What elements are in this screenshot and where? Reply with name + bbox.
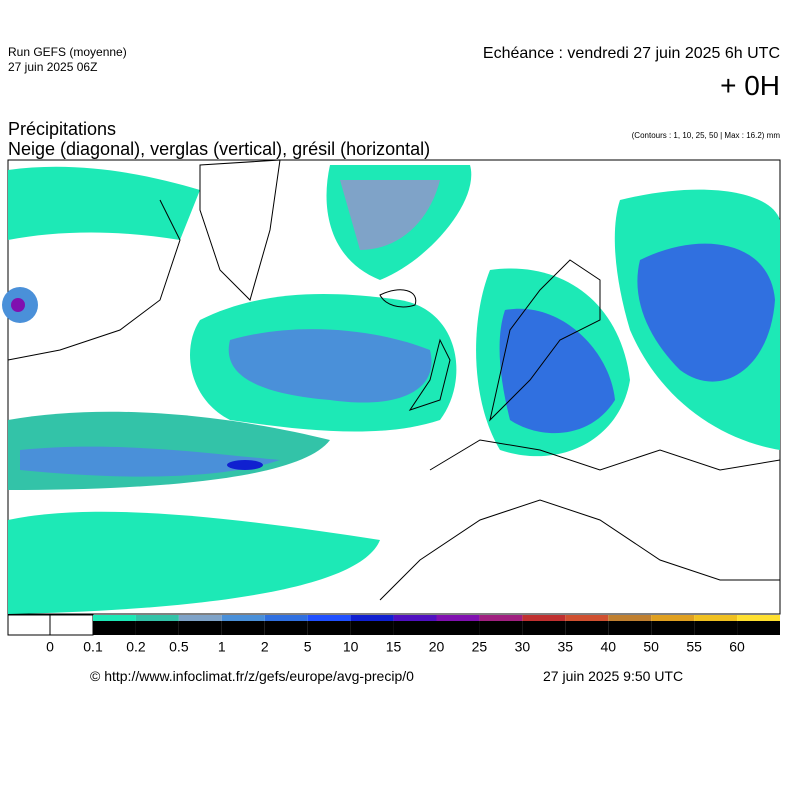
colorbar-swatch	[565, 615, 609, 621]
colorbar-swatch	[651, 615, 695, 621]
coastline	[429, 439, 781, 471]
coastlines	[7, 159, 781, 601]
precip-area	[499, 308, 615, 434]
colorbar-swatch	[350, 615, 394, 621]
colorbar-swatch	[522, 615, 566, 621]
colorbar-base	[93, 621, 136, 635]
timestamp: 27 juin 2025 9:50 UTC	[543, 668, 684, 684]
contours-note: (Contours : 1, 10, 25, 50 | Max : 16.2) …	[631, 131, 780, 140]
colorbar-label: 0.5	[169, 639, 189, 655]
colorbar-label: 15	[386, 639, 402, 655]
colorbar-label: 5	[304, 639, 312, 655]
colorbar-base	[565, 621, 609, 635]
colorbar-label: 1	[218, 639, 226, 655]
colorbar-base	[651, 621, 695, 635]
subtitle: Neige (diagonal), verglas (vertical), gr…	[8, 139, 431, 159]
colorbar-base	[737, 621, 780, 635]
coastline	[489, 259, 601, 422]
colorbar-swatch	[479, 615, 523, 621]
colorbar-swatch	[178, 615, 222, 621]
colorbar-base	[178, 621, 222, 635]
precip-area	[8, 511, 380, 614]
colorbar-label: 0.2	[126, 639, 146, 655]
colorbar: 0 0.1 0.2 0.5 1 2 5 10 15 20 25 30 35 40 50 55 60	[7, 614, 780, 655]
colorbar-base	[221, 621, 265, 635]
colorbar-base	[393, 621, 437, 635]
title: Précipitations	[8, 119, 117, 139]
precip-core	[227, 460, 263, 470]
precip-area	[228, 329, 432, 403]
colorbar-label: 20	[429, 639, 445, 655]
colorbar-swatch	[694, 615, 738, 621]
colorbar-swatch	[221, 615, 265, 621]
run-date: 27 juin 2025 06Z	[8, 60, 98, 74]
colorbar-base	[608, 621, 652, 635]
colorbar-label: 0.1	[83, 639, 103, 655]
coastline	[379, 289, 417, 308]
colorbar-label: 10	[343, 639, 359, 655]
run-label: Run GEFS (moyenne)	[8, 45, 127, 59]
offset: + 0H	[720, 70, 780, 101]
colorbar-label: 60	[729, 639, 745, 655]
precip-area	[8, 166, 200, 240]
colorbar-swatch	[307, 615, 351, 621]
precip-core	[11, 298, 25, 312]
colorbar-base	[436, 621, 480, 635]
colorbar-base	[522, 621, 566, 635]
coastline	[7, 199, 181, 361]
coastline	[379, 499, 780, 601]
colorbar-base	[479, 621, 523, 635]
colorbar-label: 30	[515, 639, 531, 655]
precip-area	[20, 446, 280, 477]
colorbar-base	[264, 621, 308, 635]
colorbar-label: 35	[558, 639, 574, 655]
colorbar-base	[694, 621, 738, 635]
colorbar-swatch	[264, 615, 308, 621]
echeance: Echéance : vendredi 27 juin 2025 6h UTC	[482, 45, 780, 62]
colorbar-label: 0	[46, 639, 54, 655]
coastline	[408, 338, 451, 411]
colorbar-label: 40	[600, 639, 616, 655]
colorbar-swatch	[93, 615, 136, 621]
colorbar-swatch	[608, 615, 652, 621]
colorbar-swatch	[135, 615, 179, 621]
colorbar-swatch	[737, 615, 780, 621]
precip-area	[637, 243, 775, 382]
colorbar-base	[135, 621, 179, 635]
colorbar-label: 50	[643, 639, 659, 655]
precip-field	[2, 165, 780, 614]
coastline	[199, 159, 281, 301]
source-url: © http://www.infoclimat.fr/z/gefs/europe…	[90, 668, 414, 684]
colorbar-label: 2	[261, 639, 269, 655]
colorbar-base	[350, 621, 394, 635]
colorbar-label: 25	[472, 639, 488, 655]
colorbar-swatch	[436, 615, 480, 621]
precip-area	[340, 180, 440, 250]
colorbar-base	[307, 621, 351, 635]
colorbar-label: 55	[686, 639, 702, 655]
colorbar-swatch	[393, 615, 437, 621]
